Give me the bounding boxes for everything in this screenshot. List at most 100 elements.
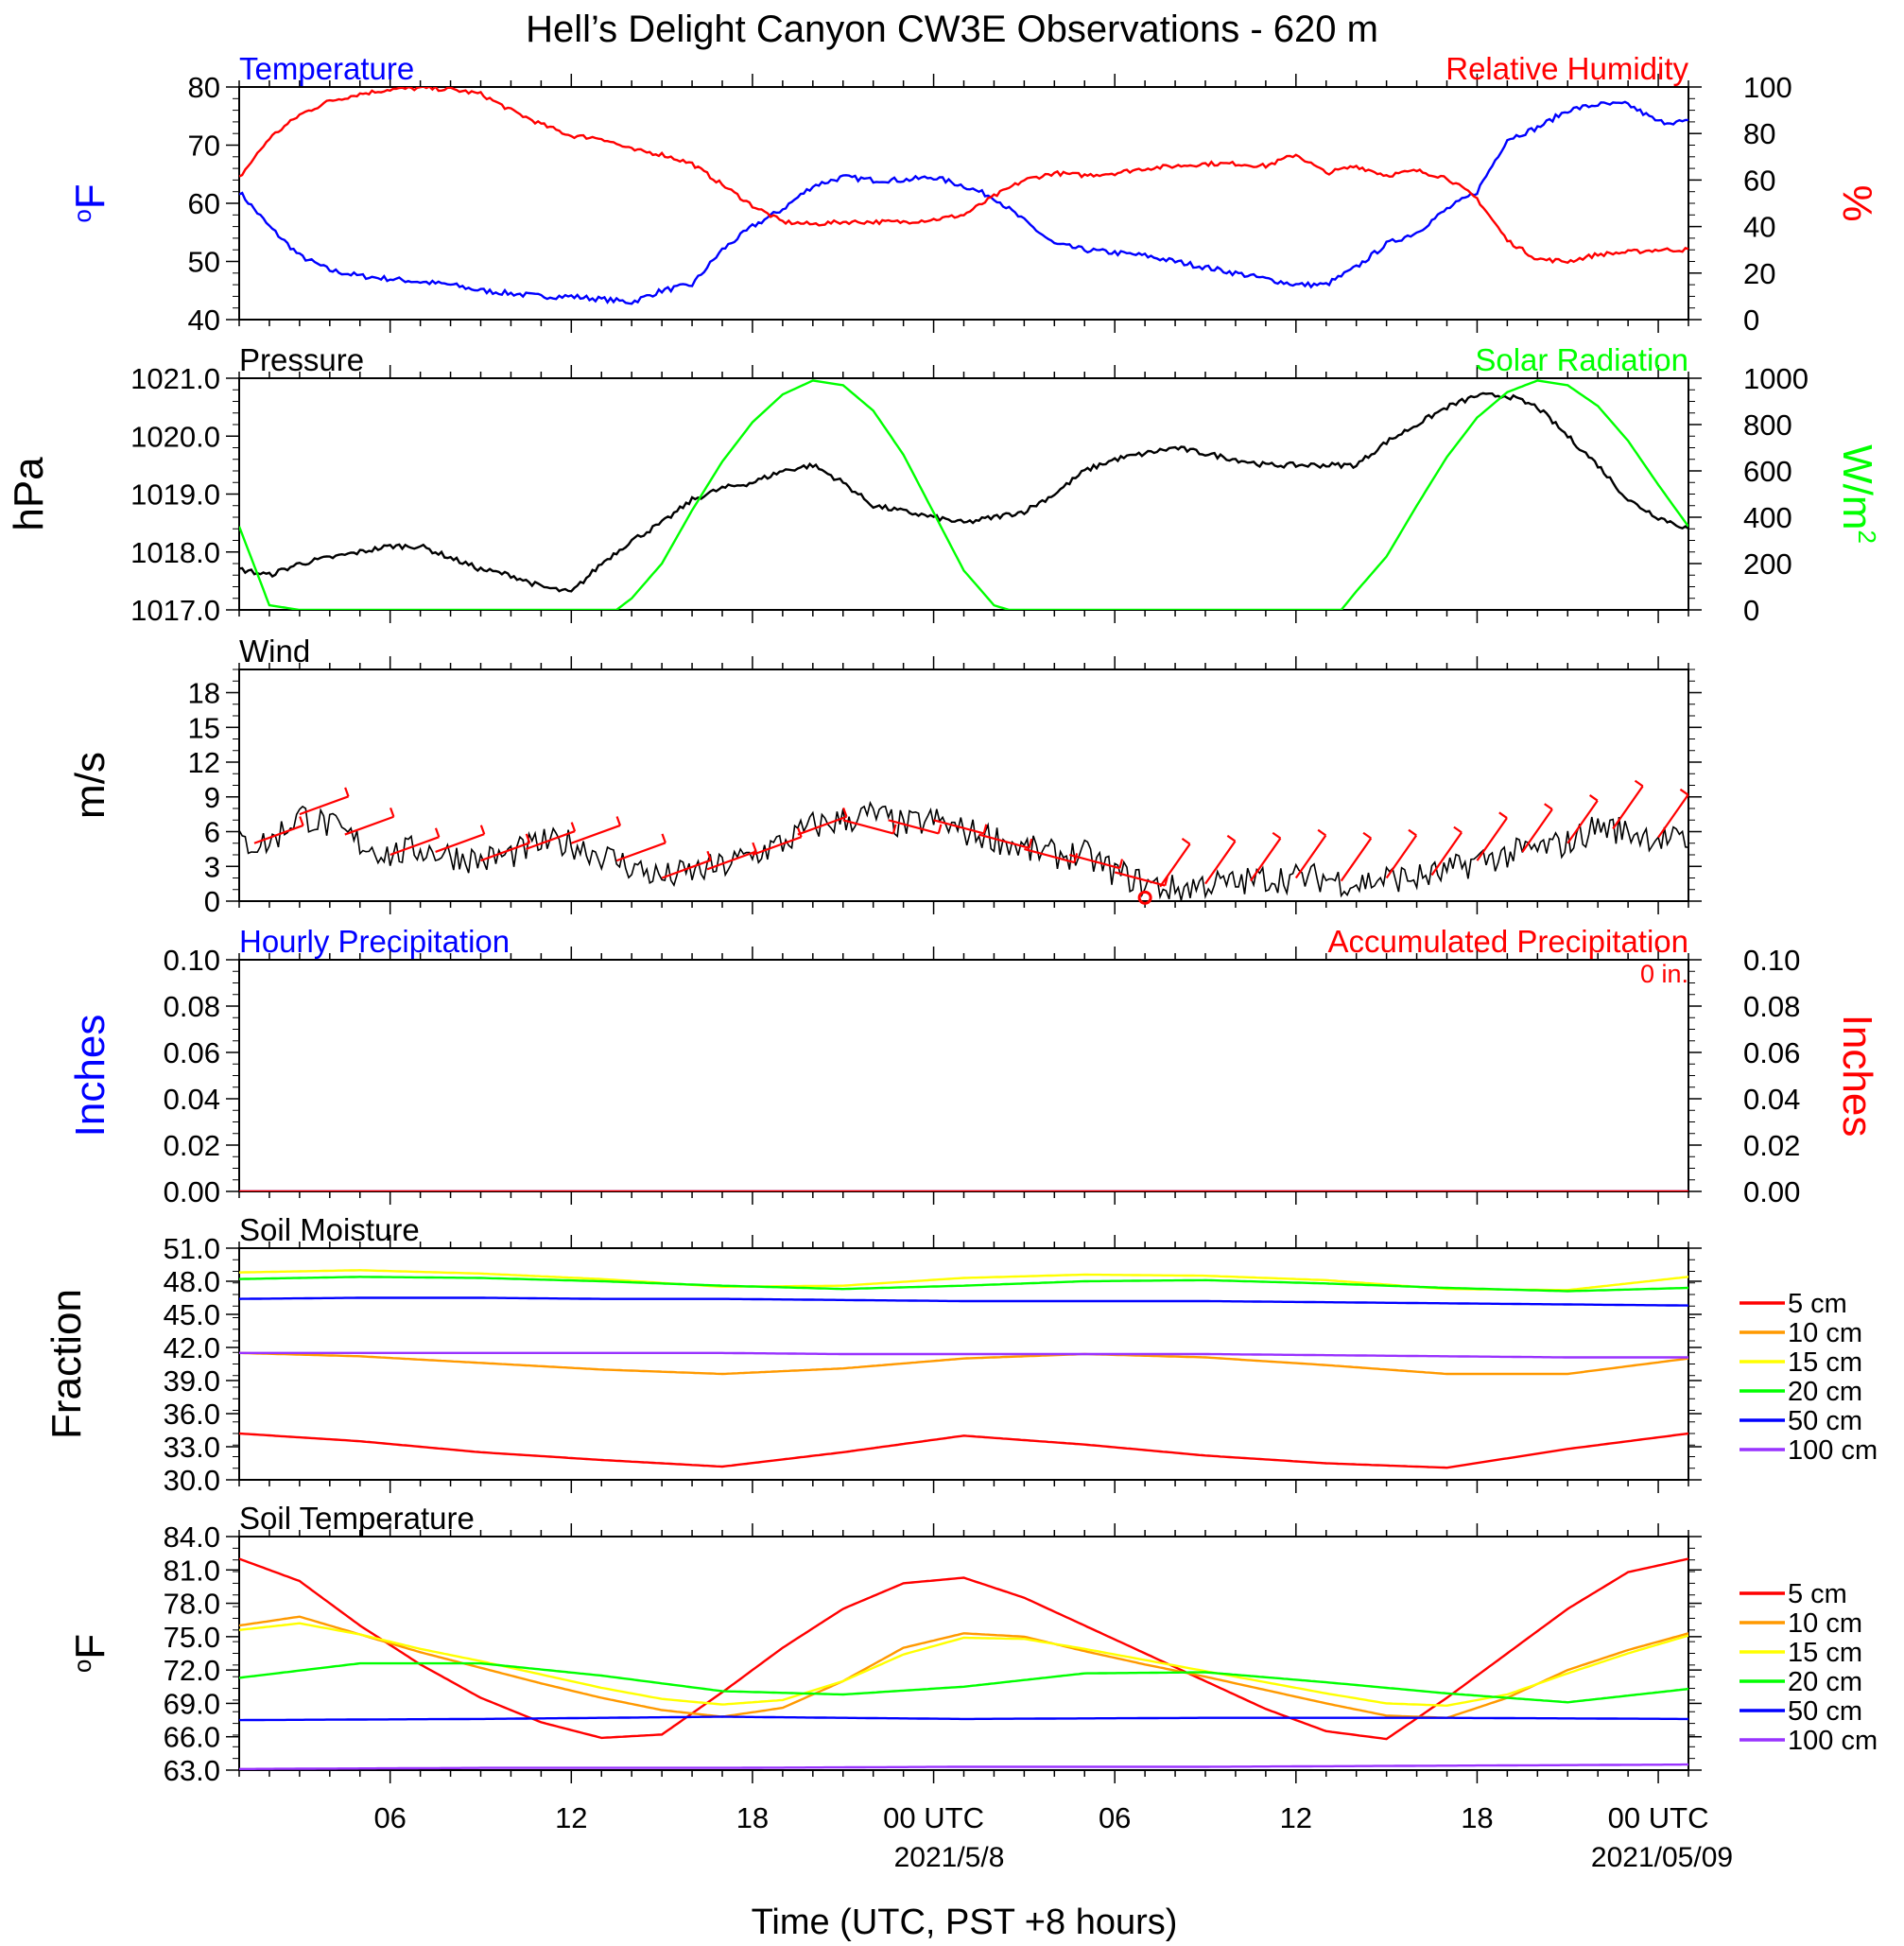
panel-6: 84.081.078.075.072.069.066.063.0 Soil Tem… bbox=[67, 1501, 1878, 1787]
wind-barb-flag bbox=[1226, 834, 1237, 843]
y-tick-label-left: 0.06 bbox=[164, 1036, 220, 1069]
y-tick-label-right: 0.02 bbox=[1743, 1129, 1800, 1162]
panel-4: 0.10 0.08 0.06 0.04 0.02 0.00 0.10 0.08 0.06 0.04… bbox=[67, 924, 1880, 1208]
x-axis-label: Time (UTC, PST +8 hours) bbox=[752, 1903, 1178, 1942]
wind-barb bbox=[1024, 847, 1075, 864]
panel-title-left: Temperature bbox=[239, 51, 414, 86]
wind-barb bbox=[978, 833, 1030, 849]
legend-label: 15 cm bbox=[1788, 1347, 1862, 1378]
wind-barb-flag bbox=[1453, 825, 1463, 834]
legend-label: 20 cm bbox=[1788, 1667, 1862, 1697]
y-tick-label-right: 200 bbox=[1743, 547, 1792, 581]
y-tick-label-left: 51.0 bbox=[164, 1232, 220, 1265]
wind-barb bbox=[615, 842, 666, 862]
plot-frame bbox=[238, 959, 1689, 1192]
y-tick-label-left: 0.02 bbox=[164, 1129, 220, 1162]
wind-barb-flag bbox=[982, 824, 988, 834]
wind-barb bbox=[570, 824, 621, 844]
series-line-50-cm bbox=[239, 1715, 1688, 1722]
wind-barb bbox=[389, 836, 440, 857]
wind-barb bbox=[1566, 800, 1599, 844]
legend-label: 10 cm bbox=[1788, 1608, 1862, 1639]
plot-frame bbox=[238, 377, 1689, 611]
y-tick-label-left: 1021.0 bbox=[130, 362, 220, 395]
y-tick-label-left: 72.0 bbox=[164, 1654, 220, 1687]
series-line-10-cm bbox=[239, 1615, 1688, 1719]
x-tick-label: 12 bbox=[555, 1801, 587, 1834]
wind-barb-flag bbox=[1679, 788, 1689, 796]
y-axis-label-left: oF bbox=[67, 183, 113, 222]
x-tick-label: 00 UTC bbox=[1608, 1801, 1709, 1834]
wind-barb-flag bbox=[1544, 803, 1553, 810]
y-tick-label-right: 800 bbox=[1743, 408, 1792, 442]
y-tick-label-right: 60 bbox=[1743, 164, 1775, 197]
y-axis-label-left: Fraction bbox=[43, 1289, 90, 1439]
y-tick-label-left: 0 bbox=[204, 885, 220, 918]
series-line-20-cm bbox=[239, 1276, 1688, 1293]
wind-barb bbox=[1294, 834, 1327, 879]
y-tick-label-right: 0.00 bbox=[1743, 1175, 1800, 1208]
wind-barb bbox=[1250, 837, 1282, 882]
y-tick-label-left: 45.0 bbox=[164, 1298, 220, 1331]
y-tick-label-left: 48.0 bbox=[164, 1265, 220, 1298]
y-tick-label-left: 18 bbox=[188, 677, 220, 710]
y-tick-label-left: 60 bbox=[188, 187, 220, 220]
series-line-15-cm bbox=[239, 1269, 1688, 1292]
wind-barb-flag bbox=[525, 833, 531, 843]
wind-barb bbox=[1657, 793, 1689, 839]
wind-barb bbox=[1430, 831, 1463, 877]
wind-barb-flag bbox=[752, 842, 757, 852]
wind-barb bbox=[1068, 853, 1120, 870]
legend-label: 15 cm bbox=[1788, 1638, 1862, 1668]
y-tick-label-left: 42.0 bbox=[164, 1331, 220, 1364]
wind-barb bbox=[299, 795, 349, 816]
panel-title-right: Relative Humidity bbox=[1445, 51, 1688, 86]
wind-barb bbox=[1114, 871, 1166, 887]
series-line-5-cm bbox=[239, 1432, 1688, 1469]
wind-barb bbox=[706, 850, 757, 871]
y-axis-label-left: hPa bbox=[6, 457, 52, 531]
wind-barb-flag bbox=[570, 822, 577, 832]
wind-barb-flag bbox=[615, 816, 622, 826]
y-tick-label-right: 0.06 bbox=[1743, 1036, 1800, 1069]
series-line-pressure bbox=[239, 391, 1688, 593]
panel-title-left: Pressure bbox=[239, 342, 364, 377]
y-tick-label-left: 1017.0 bbox=[130, 594, 220, 627]
wind-barb bbox=[253, 824, 304, 844]
panel-title-left: Soil Moisture bbox=[239, 1212, 420, 1247]
y-tick-label-left: 0.10 bbox=[164, 944, 220, 977]
y-tick-label-left: 69.0 bbox=[164, 1687, 220, 1720]
y-tick-label-right: 0 bbox=[1743, 594, 1759, 627]
legend-label: 10 cm bbox=[1788, 1318, 1862, 1348]
wind-barb bbox=[344, 815, 394, 836]
wind-barb bbox=[435, 833, 485, 853]
y-tick-label-right: 80 bbox=[1743, 117, 1775, 150]
plot-frame bbox=[238, 1247, 1689, 1481]
wind-barb bbox=[1385, 834, 1418, 879]
wind-barb bbox=[1521, 808, 1553, 853]
series-line-temperature bbox=[239, 100, 1688, 305]
y-tick-label-left: 3 bbox=[204, 850, 220, 883]
wind-barb-flag bbox=[1028, 838, 1033, 849]
panel-title-right: Accumulated Precipitation bbox=[1327, 924, 1688, 959]
y-tick-label-right: 100 bbox=[1743, 71, 1792, 104]
y-tick-label-left: 70 bbox=[188, 130, 220, 163]
wind-barb bbox=[1204, 840, 1237, 885]
series-line-relative-humidity bbox=[239, 87, 1688, 265]
y-tick-label-left: 36.0 bbox=[164, 1398, 220, 1431]
y-tick-label-right: 0.10 bbox=[1743, 944, 1800, 977]
wind-barb-flag bbox=[1181, 837, 1191, 845]
y-tick-label-left: 0.04 bbox=[164, 1083, 220, 1116]
wind-barb-flag bbox=[661, 833, 666, 843]
wind-barb-flag bbox=[842, 807, 848, 818]
y-tick-label-right: 600 bbox=[1743, 455, 1792, 488]
calm-wind-marker bbox=[1137, 890, 1152, 905]
y-tick-label-left: 84.0 bbox=[164, 1520, 220, 1554]
x-tick-label: 06 bbox=[373, 1801, 406, 1834]
wind-barb-flag bbox=[937, 824, 943, 834]
y-tick-label-right: 0 bbox=[1743, 304, 1759, 337]
wind-barb bbox=[526, 830, 576, 850]
y-tick-label-left: 1018.0 bbox=[130, 536, 220, 569]
wind-barb bbox=[1159, 843, 1191, 888]
